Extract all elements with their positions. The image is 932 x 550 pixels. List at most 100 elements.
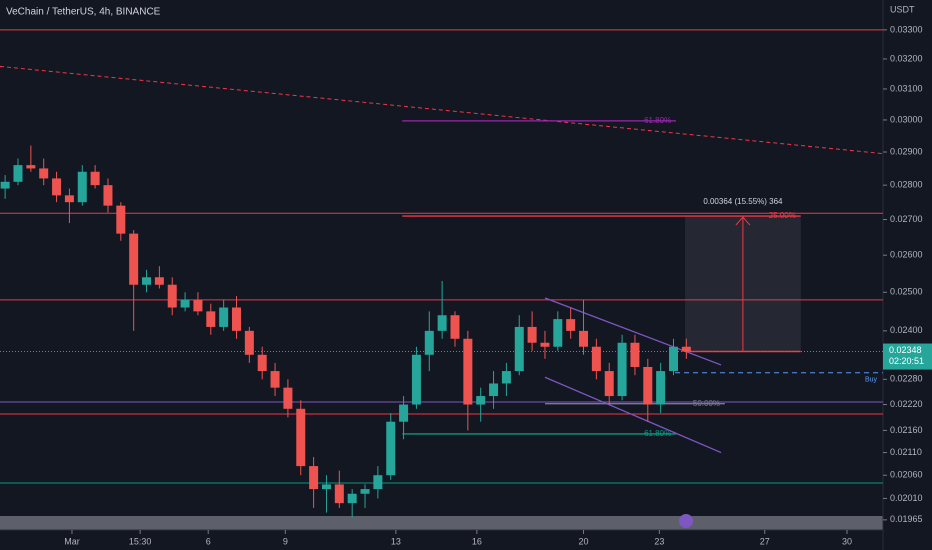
currency: USDT [890,4,915,14]
candle-body [154,277,164,285]
channel-line [544,376,722,454]
candle-body [180,299,190,308]
candle-body [463,338,473,405]
candle-body [656,371,666,405]
y-tick-label: 0.03100 [890,83,923,93]
x-tick-label: 9 [283,536,288,546]
x-tick-label: 13 [391,536,401,546]
candle-body [193,299,203,312]
candle-body [540,342,550,347]
y-tick-label: 0.02900 [890,146,923,156]
candle-body [296,408,306,467]
price-tag [883,343,932,370]
x-tick-label: 27 [760,536,770,546]
x-tick-label: 15:30 [129,536,152,546]
y-tick-label: 0.03200 [890,53,923,63]
candle-body [681,346,691,352]
x-tick-label: 23 [654,536,664,546]
candle-body [309,466,319,490]
candle-body [514,326,524,372]
x-tick-label: Mar [64,536,80,546]
candle-body [257,354,267,372]
candle-body [77,171,87,203]
candle-body [26,165,36,169]
candle-body [321,484,331,490]
candle-body [604,371,614,397]
y-tick-label: 0.02280 [890,374,923,384]
candle-body [501,371,511,384]
candle-body [630,342,640,367]
candle-body [566,319,576,331]
candle-body [437,315,447,331]
y-tick-label: 0.02110 [890,447,922,457]
candle-body [386,421,396,476]
y-tick-label: 0.02060 [890,470,923,480]
candle-body [206,311,216,327]
candle-body [0,181,10,189]
y-tick-label: 0.01965 [890,514,923,524]
trend-line [0,65,884,155]
candle-body [347,493,357,504]
candle-body [527,326,537,343]
candle-body [617,342,627,397]
candle-body [334,484,344,504]
y-tick-label: 0.02600 [890,250,923,260]
candle-body [489,383,499,397]
candle-body [90,171,100,186]
candle-body [129,233,139,285]
channel-line [544,297,722,366]
candle-body [231,307,241,331]
candle-body [411,354,421,405]
bottom-bar [0,516,883,530]
candle-body [219,307,229,327]
candle-body [103,185,113,206]
y-tick-label: 0.03300 [890,24,923,34]
candle-body [52,178,62,196]
candle-body [283,387,293,409]
candle-body [643,366,653,405]
candle-body [13,165,23,182]
candle-body [450,315,460,339]
chart-title: VeChain / TetherUS, 4h, BINANCE [6,7,161,18]
candle-body [270,371,280,388]
fib-label: 61.80% [644,429,671,438]
candle-body [373,475,383,490]
x-tick-label: 16 [472,536,482,546]
countdown: 02:20:51 [889,356,924,366]
price-tag-label: 0.02348 [889,345,922,355]
y-tick-label: 0.02010 [890,493,923,503]
fib-label: 25.00% [769,211,796,220]
candle-body [579,330,589,347]
order-label: Buy [865,377,878,384]
y-tick-label: 0.02700 [890,214,923,224]
candle-body [167,284,177,308]
arrow-head [735,216,751,226]
y-tick-label: 0.02800 [890,180,923,190]
candle-body [476,396,486,405]
candle-body [64,195,74,203]
y-tick-label: 0.03000 [890,114,923,124]
candle-body [553,319,563,347]
y-tick-label: 0.02400 [890,325,923,335]
candle-body [399,404,409,422]
y-tick-label: 0.02160 [890,425,923,435]
icon[interactable] [679,514,693,528]
candle-body [244,330,254,355]
candle-body [668,346,678,372]
x-tick-label: 30 [842,536,852,546]
y-tick-label: 0.02220 [890,399,923,409]
candle-body [116,205,126,234]
candle-body [142,277,152,285]
y-tick-label: 0.02500 [890,287,923,297]
x-tick-label: 6 [206,536,211,546]
fib-label: 61.80% [644,116,671,125]
position-label: 0.00364 (15.55%) 364 [703,197,783,206]
candle-body [39,168,49,179]
candle-body [424,330,434,355]
fib-label: 50.00% [693,399,720,408]
candle-body [591,346,601,372]
candle-body [360,489,370,494]
x-tick-label: 20 [579,536,589,546]
